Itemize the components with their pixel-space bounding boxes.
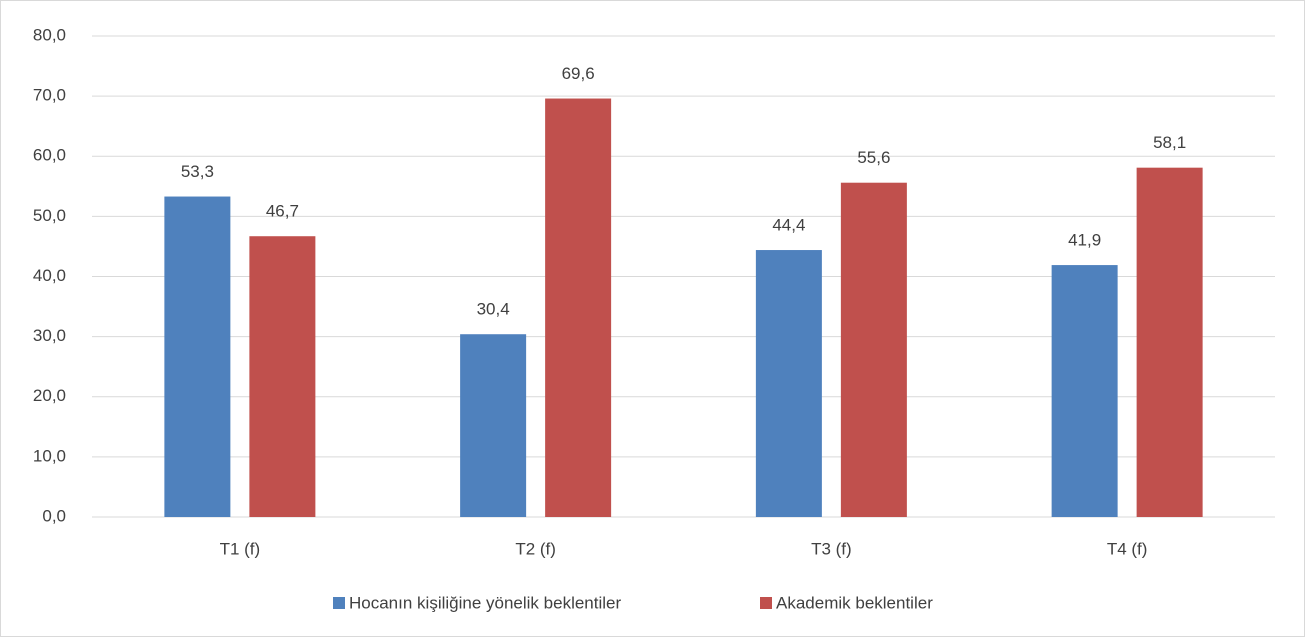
data-label: 30,4: [477, 300, 510, 319]
data-label: 53,3: [181, 162, 214, 181]
bar: [460, 334, 527, 517]
y-tick-label: 0,0: [42, 506, 66, 525]
y-tick-label: 70,0: [33, 86, 66, 105]
bar: [755, 250, 822, 518]
y-tick-label: 20,0: [33, 386, 66, 405]
y-tick-label: 50,0: [33, 206, 66, 225]
x-tick-label: T4 (f): [1107, 539, 1148, 558]
data-label: 41,9: [1068, 231, 1101, 250]
y-tick-label: 60,0: [33, 146, 66, 165]
data-label: 55,6: [857, 148, 890, 167]
legend-label: Hocanın kişiliğine yönelik beklentiler: [349, 593, 621, 612]
x-tick-label: T2 (f): [515, 539, 556, 558]
y-tick-label: 80,0: [33, 25, 66, 44]
y-tick-label: 40,0: [33, 266, 66, 285]
data-label: 46,7: [266, 202, 299, 221]
x-tick-label: T1 (f): [220, 539, 261, 558]
legend-swatch: [760, 597, 772, 609]
bar: [1136, 167, 1203, 517]
bar: [1051, 265, 1118, 517]
bar: [545, 98, 612, 517]
y-tick-label: 10,0: [33, 446, 66, 465]
data-label: 44,4: [772, 216, 805, 235]
y-tick-label: 30,0: [33, 326, 66, 345]
x-tick-label: T3 (f): [811, 539, 852, 558]
bar: [249, 236, 316, 517]
data-label: 58,1: [1153, 133, 1186, 152]
legend-swatch: [333, 597, 345, 609]
bar: [164, 196, 231, 517]
bar: [840, 182, 907, 517]
data-label: 69,6: [562, 64, 595, 83]
legend-label: Akademik beklentiler: [776, 593, 933, 612]
